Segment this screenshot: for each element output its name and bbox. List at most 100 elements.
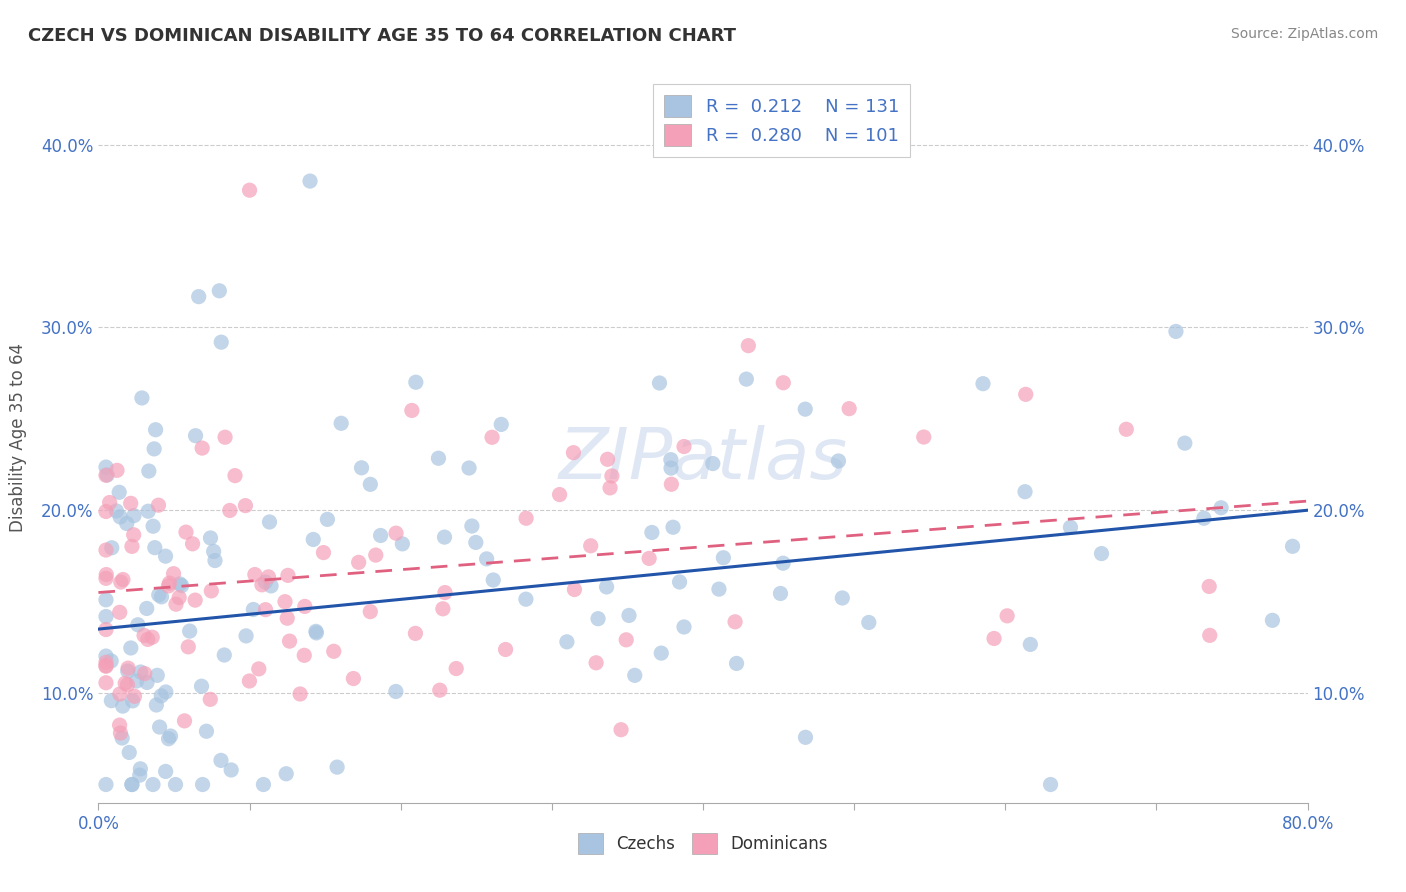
Point [610, 723, 633, 737]
Point [94, 649, 117, 664]
Point [121, 778, 143, 792]
Point [165, 597, 187, 611]
Point [157, 731, 180, 746]
Point [617, 608, 640, 623]
Point [600, 469, 623, 483]
Point [299, 174, 322, 188]
Point [174, 525, 197, 540]
Point [769, 586, 792, 600]
Point [623, 668, 645, 682]
Point [184, 593, 207, 607]
Point [641, 525, 664, 540]
Point [148, 588, 170, 602]
Point [1192, 511, 1215, 525]
Point [711, 550, 734, 565]
Point [235, 499, 257, 513]
Point [98, 495, 121, 509]
Point [117, 664, 139, 678]
Y-axis label: Disability Age 35 to 64: Disability Age 35 to 64 [10, 343, 27, 532]
Point [162, 566, 184, 581]
Point [94, 571, 117, 585]
Point [235, 629, 257, 643]
Point [305, 624, 328, 639]
Point [661, 477, 683, 491]
Point [405, 375, 427, 389]
Point [599, 481, 621, 495]
Point [595, 580, 617, 594]
Point [94, 543, 117, 558]
Point [111, 699, 134, 714]
Point [108, 718, 131, 732]
Point [648, 376, 671, 390]
Point [278, 634, 301, 648]
Point [1090, 547, 1112, 561]
Point [482, 573, 505, 587]
Point [181, 537, 204, 551]
Point [150, 689, 173, 703]
Point [330, 417, 353, 431]
Point [586, 612, 609, 626]
Point [184, 428, 207, 442]
Point [238, 673, 260, 688]
Point [1014, 484, 1036, 499]
Point [239, 183, 262, 197]
Point [94, 460, 117, 475]
Point [1209, 500, 1232, 515]
Point [94, 609, 117, 624]
Point [96, 468, 118, 483]
Point [794, 731, 817, 745]
Point [145, 423, 167, 437]
Point [111, 731, 134, 745]
Point [108, 687, 131, 701]
Point [120, 640, 142, 655]
Point [458, 461, 481, 475]
Point [143, 541, 166, 555]
Point [122, 508, 145, 523]
Point [495, 642, 517, 657]
Text: CZECH VS DOMINICAN DISABILITY AGE 35 TO 64 CORRELATION CHART: CZECH VS DOMINICAN DISABILITY AGE 35 TO … [28, 27, 737, 45]
Point [157, 579, 180, 593]
Point [614, 632, 637, 647]
Point [214, 648, 236, 662]
Point [912, 430, 935, 444]
Point [638, 551, 661, 566]
Point [659, 452, 682, 467]
Point [177, 640, 200, 654]
Point [257, 570, 280, 584]
Point [100, 541, 122, 555]
Point [342, 672, 364, 686]
Point [564, 582, 586, 597]
Point [218, 503, 240, 517]
Point [94, 675, 117, 690]
Point [94, 468, 117, 483]
Point [134, 666, 156, 681]
Point [94, 504, 117, 518]
Point [548, 487, 571, 501]
Point [191, 441, 214, 455]
Point [141, 630, 163, 644]
Point [772, 556, 794, 570]
Point [208, 284, 231, 298]
Point [259, 515, 281, 529]
Point [224, 468, 246, 483]
Point [1019, 637, 1042, 651]
Point [214, 430, 236, 444]
Point [831, 591, 853, 605]
Point [170, 578, 193, 592]
Point [276, 611, 298, 625]
Point [149, 720, 172, 734]
Point [596, 452, 619, 467]
Point [252, 778, 274, 792]
Point [120, 496, 142, 510]
Point [326, 760, 349, 774]
Point [316, 512, 339, 526]
Point [1059, 520, 1081, 534]
Point [707, 582, 730, 596]
Point [359, 605, 381, 619]
Point [94, 659, 117, 673]
Point [1115, 422, 1137, 436]
Point [127, 617, 149, 632]
Point [672, 620, 695, 634]
Point [155, 685, 177, 699]
Point [404, 626, 426, 640]
